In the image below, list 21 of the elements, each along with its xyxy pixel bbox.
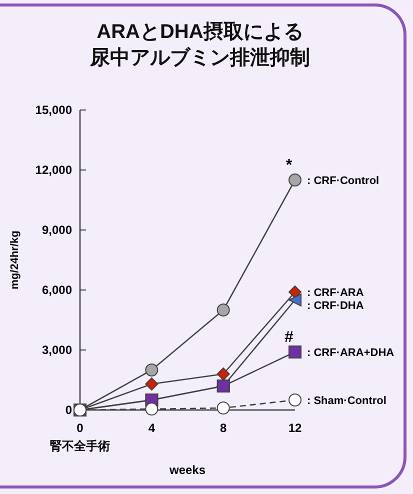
annotation: # [284, 329, 294, 346]
y-tick-label: 15,000 [35, 103, 72, 118]
x-tick-label: 12 [288, 421, 302, 435]
series-label: : Sham·Control [307, 394, 386, 407]
y-tick-label: 0 [65, 403, 72, 418]
x-tick-label: 8 [220, 421, 227, 435]
x-tick-label: 4 [148, 421, 156, 435]
series-label: : CRF·Control [307, 174, 380, 187]
annotation: * [286, 157, 293, 174]
chart-title: ARAとDHA摂取による尿中アルブミン排泄抑制 [89, 21, 310, 69]
y-tick-label: 12,000 [35, 163, 72, 178]
x-tick-label: 0 [76, 421, 84, 435]
y-tick-label: 9,000 [42, 223, 72, 238]
y-tick-label: 6,000 [42, 283, 72, 298]
text: 腎不全手術 [50, 439, 110, 453]
series-label: : CRF·ARA [307, 286, 364, 299]
y-tick-label: 3,000 [42, 343, 72, 358]
series-label: : CRF·ARA+DHA [307, 346, 394, 359]
series-label: : CRF·DHA [307, 300, 364, 312]
y-axis-title: mg/24hr/kg [9, 230, 21, 290]
x-axis-title: weeks [168, 463, 206, 477]
